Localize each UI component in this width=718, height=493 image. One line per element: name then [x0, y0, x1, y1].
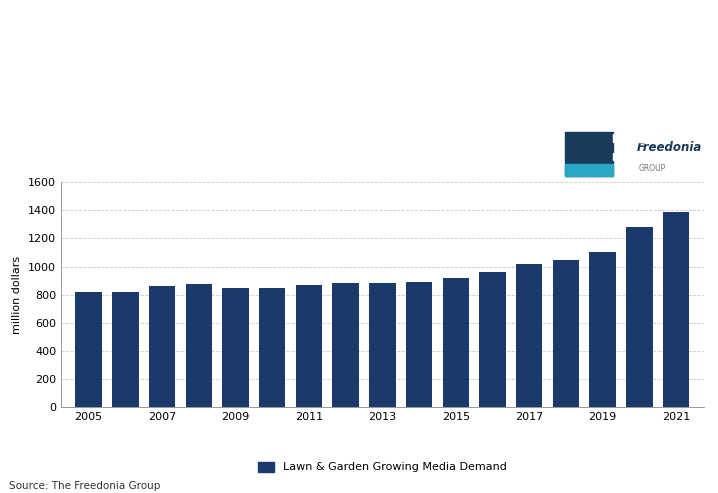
Bar — [369, 283, 396, 407]
Bar — [564, 132, 612, 176]
Bar — [626, 227, 653, 407]
Bar — [223, 287, 248, 407]
Text: (million dollars): (million dollars) — [9, 103, 119, 115]
Bar — [612, 135, 656, 141]
Bar — [149, 286, 175, 407]
Bar — [663, 212, 689, 407]
Text: Lawn & Garden Growing Media Demand,: Lawn & Garden Growing Media Demand, — [9, 41, 293, 54]
Bar — [564, 164, 612, 176]
Bar — [75, 292, 102, 407]
Bar — [612, 153, 646, 160]
Y-axis label: million dollars: million dollars — [12, 255, 22, 334]
Bar — [406, 282, 432, 407]
Bar — [553, 259, 579, 407]
Bar — [185, 284, 212, 407]
Bar — [259, 288, 285, 407]
Bar — [589, 252, 616, 407]
Text: 2005 – 2021: 2005 – 2021 — [9, 72, 93, 85]
Bar — [296, 285, 322, 407]
Bar — [112, 292, 139, 407]
Text: Freedonia: Freedonia — [636, 141, 701, 154]
Text: GROUP: GROUP — [639, 164, 666, 173]
Bar — [516, 264, 542, 407]
Bar — [332, 283, 359, 407]
Legend: Lawn & Garden Growing Media Demand: Lawn & Garden Growing Media Demand — [253, 457, 511, 477]
Text: Source: The Freedonia Group: Source: The Freedonia Group — [9, 481, 160, 491]
Text: Figure 3-1.: Figure 3-1. — [9, 10, 85, 23]
Bar — [442, 278, 469, 407]
Bar — [480, 272, 505, 407]
